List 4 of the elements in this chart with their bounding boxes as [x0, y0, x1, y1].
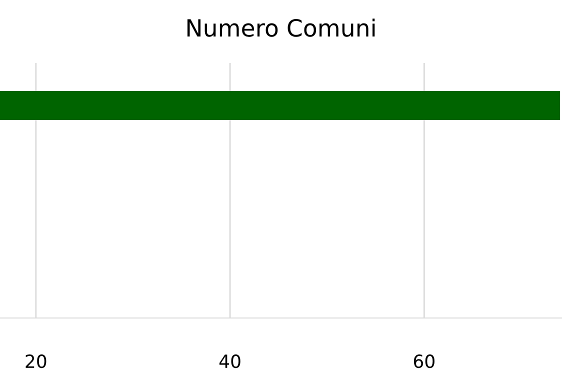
x-tick-label: 20 [26, 354, 46, 368]
x-tick-label: 60 [414, 354, 434, 368]
chart-title: Numero Comuni [187, 18, 375, 37]
x-tick-label: 40 [219, 354, 240, 368]
